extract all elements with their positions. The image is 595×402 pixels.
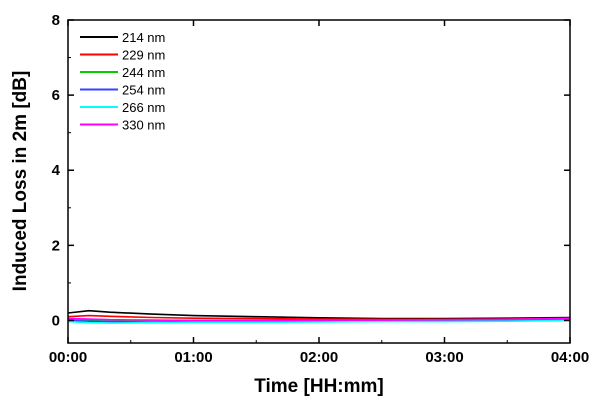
legend-label-4: 254 nm (122, 83, 165, 98)
legend-label-1: 214 nm (122, 30, 165, 45)
series-line-5 (67, 319, 571, 324)
series-line-6 (67, 317, 571, 322)
y-tick-label: 4 (52, 162, 61, 179)
y-tick-label: 2 (52, 237, 60, 254)
tick-layer: 00:00 01:00 02:00 03:00 04:00 0 2 4 6 8 (49, 12, 589, 366)
y-axis-title: Induced Loss in 2m [dB] (10, 71, 31, 292)
y-tick-label: 6 (52, 87, 60, 104)
y-tick-label: 8 (52, 12, 60, 29)
x-tick-label: 02:00 (300, 349, 338, 366)
legend-label-2: 229 nm (122, 48, 165, 63)
x-axis-title: Time [HH:mm] (254, 376, 384, 397)
legend-label-3: 244 nm (122, 65, 165, 80)
x-tick-label: 04:00 (551, 349, 589, 366)
x-tick-label: 01:00 (174, 349, 212, 366)
x-tick-label: 00:00 (49, 349, 87, 366)
legend: 214 nm 229 nm 244 nm 254 nm 266 nm 330 nm (80, 30, 165, 133)
series-layer (67, 309, 571, 324)
x-tick-label: 03:00 (425, 349, 463, 366)
y-tick-label: 0 (52, 312, 60, 329)
legend-label-6: 330 nm (122, 118, 165, 133)
legend-label-5: 266 nm (122, 100, 165, 115)
